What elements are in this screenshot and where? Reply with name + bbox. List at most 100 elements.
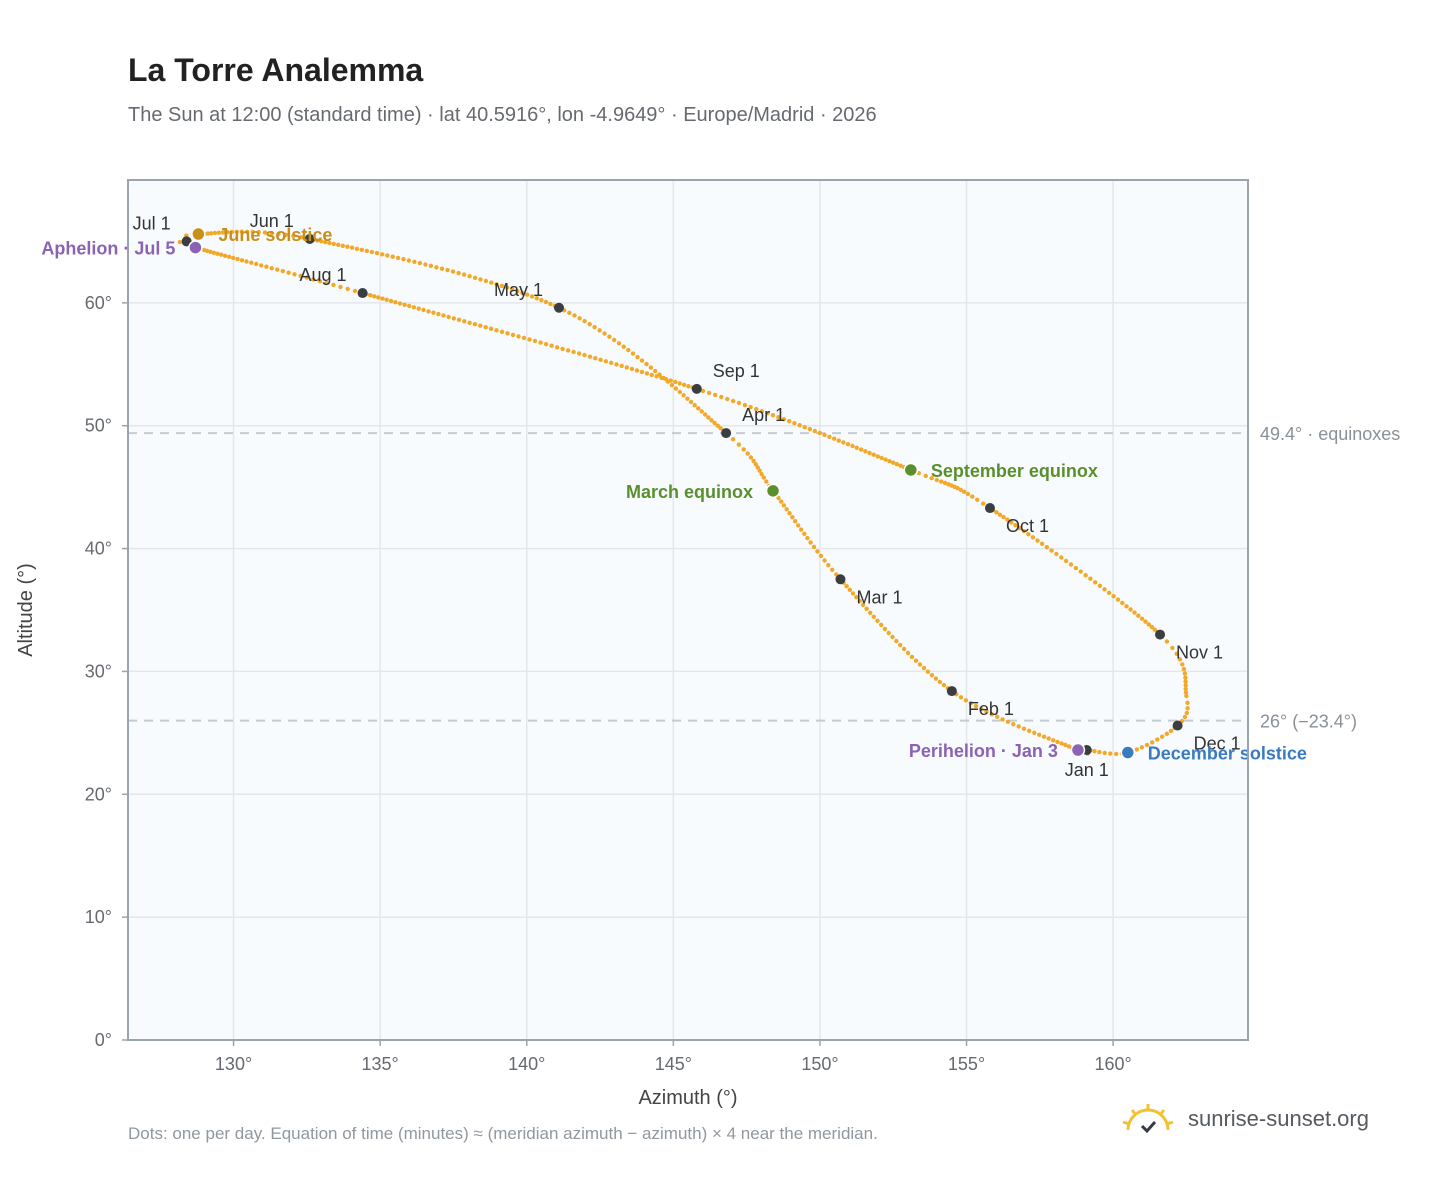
event-label: September equinox bbox=[931, 461, 1098, 481]
daily-sun-dot bbox=[807, 426, 812, 432]
month-marker bbox=[357, 288, 368, 299]
daily-sun-dot bbox=[1164, 639, 1170, 644]
daily-sun-dot bbox=[359, 247, 364, 252]
daily-sun-dot bbox=[515, 288, 520, 294]
daily-sun-dot bbox=[587, 354, 593, 359]
event-label: June solstice bbox=[218, 225, 332, 245]
daily-sun-dot bbox=[751, 458, 756, 464]
daily-sun-dot bbox=[489, 280, 494, 285]
daily-sun-dot bbox=[790, 515, 795, 520]
daily-sun-dot bbox=[1182, 671, 1188, 676]
daily-sun-dot bbox=[256, 229, 261, 235]
event-marker bbox=[188, 240, 203, 255]
daily-sun-dot bbox=[283, 232, 288, 237]
daily-sun-dot bbox=[461, 272, 467, 277]
month-label: Jun 1 bbox=[250, 211, 294, 231]
daily-sun-dot bbox=[898, 463, 903, 468]
daily-sun-dot bbox=[393, 300, 398, 305]
daily-sun-dot bbox=[909, 654, 915, 660]
daily-sun-dot bbox=[384, 297, 389, 302]
daily-sun-dot bbox=[380, 252, 385, 257]
daily-sun-dot bbox=[677, 389, 682, 395]
daily-sun-dot bbox=[648, 365, 654, 370]
daily-sun-dot bbox=[451, 316, 456, 321]
daily-sun-dot bbox=[815, 549, 820, 554]
daily-sun-dot bbox=[525, 292, 530, 297]
event-marker bbox=[1070, 742, 1086, 758]
daily-sun-dot bbox=[434, 265, 439, 270]
daily-sun-dot bbox=[426, 309, 431, 314]
daily-sun-dot bbox=[1027, 728, 1032, 733]
daily-sun-dot bbox=[478, 323, 483, 328]
daily-sun-dot bbox=[291, 233, 296, 239]
daily-sun-dot bbox=[730, 437, 736, 442]
daily-sun-dot bbox=[965, 491, 971, 497]
daily-sun-dot bbox=[741, 447, 746, 452]
daily-sun-dot bbox=[887, 459, 892, 464]
daily-sun-dot bbox=[1030, 535, 1036, 540]
daily-sun-dot bbox=[1177, 657, 1183, 662]
x-tick-label: 140° bbox=[508, 1054, 545, 1074]
daily-sun-dot bbox=[854, 595, 859, 600]
daily-sun-dot bbox=[1182, 714, 1188, 720]
daily-sun-dot bbox=[376, 295, 381, 300]
daily-sun-dot bbox=[467, 320, 472, 325]
daily-sun-dot bbox=[1016, 724, 1021, 729]
daily-sun-dot bbox=[677, 381, 682, 386]
daily-sun-dot bbox=[669, 382, 675, 388]
daily-sun-dot bbox=[436, 311, 441, 317]
reference-line-label: 26° (−23.4°) bbox=[1260, 712, 1357, 732]
daily-sun-dot bbox=[417, 260, 423, 266]
daily-sun-dot bbox=[349, 245, 355, 250]
daily-sun-dot bbox=[699, 409, 704, 414]
daily-sun-dot bbox=[702, 412, 708, 417]
daily-sun-dot bbox=[390, 254, 395, 259]
daily-sun-dot bbox=[875, 618, 880, 623]
daily-sun-dot bbox=[639, 358, 645, 363]
daily-sun-dot bbox=[1037, 732, 1042, 737]
daily-sun-dot bbox=[538, 340, 543, 345]
month-label: Jan 1 bbox=[1065, 760, 1109, 780]
daily-sun-dot bbox=[875, 454, 880, 459]
daily-sun-dot bbox=[894, 462, 900, 467]
daily-sun-dot bbox=[700, 388, 706, 394]
daily-sun-dot bbox=[397, 301, 403, 306]
daily-sun-dot bbox=[715, 423, 720, 428]
daily-sun-dot bbox=[634, 368, 640, 373]
daily-sun-dot bbox=[368, 293, 373, 298]
daily-sun-dot bbox=[602, 331, 607, 336]
daily-sun-dot bbox=[234, 229, 239, 234]
daily-sun-dot bbox=[621, 344, 626, 349]
daily-sun-dot bbox=[1097, 583, 1103, 588]
daily-sun-dot bbox=[336, 242, 341, 247]
daily-sun-dot bbox=[811, 544, 817, 550]
daily-sun-dot bbox=[668, 378, 673, 383]
daily-sun-dot bbox=[529, 294, 535, 299]
daily-sun-dot bbox=[968, 701, 974, 706]
daily-sun-dot bbox=[997, 512, 1003, 517]
daily-sun-dot bbox=[244, 259, 249, 264]
daily-sun-dot bbox=[818, 553, 824, 559]
daily-sun-dot bbox=[380, 296, 385, 301]
daily-sun-dot bbox=[1009, 520, 1014, 525]
daily-sun-dot bbox=[1155, 737, 1160, 742]
daily-sun-dot bbox=[478, 277, 483, 282]
daily-sun-dot bbox=[374, 250, 380, 256]
daily-sun-dot bbox=[673, 386, 679, 391]
month-marker bbox=[181, 236, 192, 247]
daily-sun-dot bbox=[331, 282, 336, 288]
brand[interactable]: sunrise-sunset.org bbox=[1120, 1102, 1369, 1136]
daily-sun-dot bbox=[688, 399, 694, 405]
daily-sun-dot bbox=[882, 626, 888, 632]
daily-sun-dot bbox=[709, 418, 714, 423]
daily-sun-dot bbox=[663, 377, 669, 382]
daily-sun-dot bbox=[830, 567, 835, 572]
daily-sun-dot bbox=[793, 519, 798, 524]
daily-sun-dot bbox=[177, 239, 183, 245]
daily-sun-dot bbox=[1046, 736, 1051, 741]
y-tick-label: 40° bbox=[85, 539, 112, 559]
daily-sun-dot bbox=[219, 252, 224, 257]
daily-sun-dot bbox=[639, 369, 645, 375]
daily-sun-dot bbox=[994, 510, 999, 515]
month-label: Aug 1 bbox=[300, 265, 347, 285]
